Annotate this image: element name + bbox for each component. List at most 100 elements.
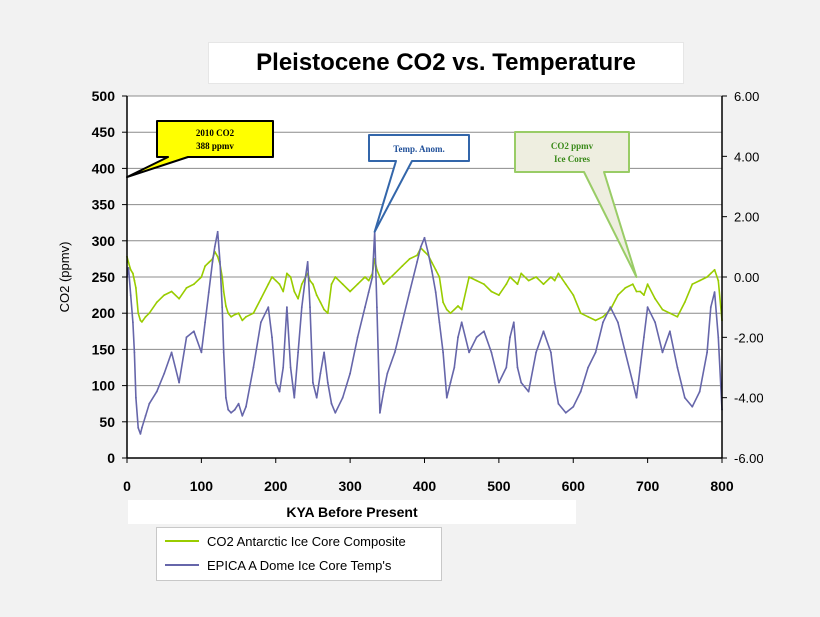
data-point-temp (306, 261, 309, 263)
data-point-co2 (137, 312, 140, 315)
data-point-co2 (155, 301, 158, 304)
y-tick-label: 100 (92, 378, 116, 394)
data-point-co2 (323, 308, 325, 311)
data-point-co2 (639, 290, 642, 293)
data-point-co2 (129, 268, 132, 271)
data-point-co2 (706, 276, 708, 278)
data-point-co2 (267, 283, 270, 286)
callout-temp-anom-bubble (368, 134, 470, 233)
y-tick-label: 400 (92, 160, 116, 176)
callout-co2-ice-line2: Ice Cores (554, 154, 591, 164)
data-point-temp (127, 267, 130, 269)
data-point-co2 (315, 294, 318, 296)
data-point-co2 (553, 279, 556, 282)
data-point-temp (309, 306, 311, 309)
data-point-co2 (654, 297, 656, 300)
data-point-co2 (512, 279, 515, 282)
data-point-temp (271, 336, 273, 339)
data-point-temp (129, 294, 132, 296)
data-point-co2 (364, 276, 366, 278)
data-point-temp (225, 396, 227, 399)
data-point-temp (468, 351, 470, 354)
data-point-temp (490, 351, 493, 354)
data-point-co2 (550, 276, 552, 278)
data-point-temp (274, 381, 277, 384)
data-point-temp (564, 411, 567, 414)
data-point-co2 (178, 297, 181, 300)
data-point-co2 (617, 294, 619, 296)
data-point-co2 (127, 261, 130, 264)
data-point-co2 (221, 276, 224, 278)
data-point-co2 (382, 283, 385, 286)
data-point-co2 (460, 308, 463, 311)
data-point-temp (706, 351, 708, 354)
data-point-temp (237, 402, 240, 405)
legend-label-co2: CO2 Antarctic Ice Core Composite (207, 533, 406, 549)
data-point-temp (312, 381, 314, 384)
data-point-co2 (505, 283, 508, 286)
data-point-co2 (230, 315, 233, 318)
data-point-co2 (207, 261, 210, 264)
legend-swatch-temp (165, 564, 199, 566)
data-point-co2 (698, 279, 701, 282)
data-point-temp (509, 336, 511, 339)
data-point-co2 (542, 283, 545, 286)
data-point-co2 (148, 312, 151, 315)
data-point-co2 (309, 279, 311, 282)
data-point-co2 (334, 276, 337, 278)
data-point-temp (356, 336, 359, 339)
data-point-co2 (661, 308, 664, 311)
data-point-co2 (330, 283, 333, 286)
data-point-temp (572, 405, 575, 408)
data-point-temp (512, 321, 515, 324)
data-point-co2 (676, 315, 679, 318)
data-point-co2 (326, 312, 329, 315)
data-point-co2 (434, 268, 437, 271)
data-point-temp (193, 330, 195, 333)
data-point-temp (438, 321, 441, 324)
data-point-co2 (237, 312, 240, 315)
data-point-temp (282, 366, 285, 369)
data-point-co2 (431, 261, 433, 264)
data-point-temp (289, 366, 292, 369)
data-point-temp (144, 414, 147, 417)
data-point-temp (698, 390, 701, 393)
legend: CO2 Antarctic Ice Core Composite EPICA A… (156, 527, 442, 581)
y-tick-label: 150 (92, 341, 116, 357)
data-point-temp (267, 306, 270, 309)
data-point-temp (442, 351, 444, 354)
y-tick-label: 500 (92, 88, 116, 104)
data-point-co2 (222, 290, 225, 293)
data-point-co2 (423, 250, 426, 253)
data-point-temp (341, 396, 344, 399)
data-point-temp (631, 381, 634, 384)
x-axis-label: KYA Before Present (128, 500, 576, 524)
data-point-co2 (717, 279, 720, 282)
data-point-co2 (341, 283, 344, 286)
data-point-temp (216, 230, 219, 233)
legend-label-temp: EPICA A Dome Ice Core Temp's (207, 557, 392, 573)
data-point-temp (233, 408, 236, 411)
data-point-temp (449, 381, 452, 384)
data-point-temp (326, 381, 329, 384)
legend-item-temp: EPICA A Dome Ice Core Temp's (165, 555, 391, 575)
data-point-co2 (293, 290, 296, 293)
data-point-co2 (141, 321, 143, 323)
data-point-temp (498, 381, 500, 384)
data-point-co2 (278, 283, 281, 286)
data-point-co2 (509, 276, 511, 278)
data-point-temp (587, 366, 589, 369)
data-point-temp (260, 321, 262, 324)
data-point-temp (408, 291, 411, 293)
data-point-co2 (516, 283, 519, 286)
data-point-temp (550, 351, 552, 354)
data-point-temp (241, 414, 244, 417)
data-point-co2 (200, 276, 203, 278)
x-tick-label: 200 (264, 478, 288, 494)
data-point-temp (141, 426, 143, 429)
data-point-temp (434, 291, 437, 293)
data-point-temp (535, 351, 537, 354)
data-point-temp (349, 372, 351, 375)
legend-item-co2: CO2 Antarctic Ice Core Composite (165, 531, 406, 551)
